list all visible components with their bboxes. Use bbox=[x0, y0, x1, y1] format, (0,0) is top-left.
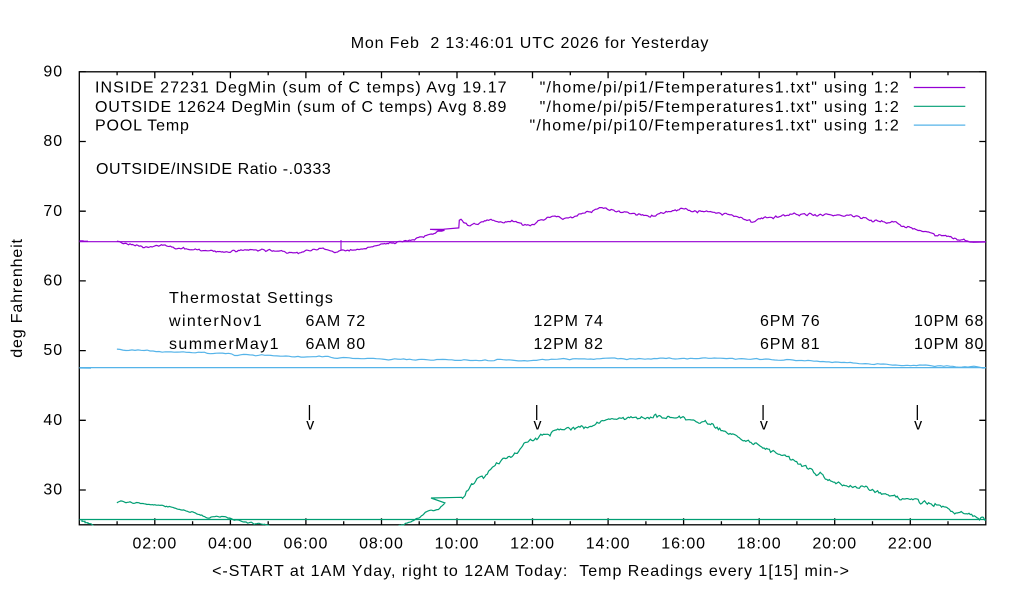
svg-text:|: | bbox=[915, 404, 919, 421]
svg-text:deg Fahrenheit: deg Fahrenheit bbox=[9, 238, 26, 358]
svg-text:Mon Feb 2 13:46:01 UTC 2026 f: Mon Feb 2 13:46:01 UTC 2026 for Yesterda… bbox=[351, 35, 710, 52]
svg-text:80: 80 bbox=[43, 133, 63, 150]
svg-text:"/home/pi/pi1/Ftemperatures1.t: "/home/pi/pi1/Ftemperatures1.txt" using … bbox=[540, 80, 900, 97]
svg-text:08:00: 08:00 bbox=[359, 536, 404, 553]
svg-text:18:00: 18:00 bbox=[737, 536, 782, 553]
svg-text:6AM 80: 6AM 80 bbox=[306, 336, 367, 353]
svg-text:|: | bbox=[761, 404, 765, 421]
svg-text:10PM 68: 10PM 68 bbox=[914, 313, 984, 330]
svg-text:v: v bbox=[760, 417, 768, 434]
svg-text:v: v bbox=[306, 417, 314, 434]
svg-text:<-START at 1AM Yday, right to: <-START at 1AM Yday, right to 12AM Today… bbox=[212, 563, 850, 580]
svg-text:"/home/pi/pi5/Ftemperatures1.t: "/home/pi/pi5/Ftemperatures1.txt" using … bbox=[540, 99, 900, 116]
svg-text:16:00: 16:00 bbox=[661, 536, 706, 553]
svg-text:60: 60 bbox=[43, 272, 63, 289]
svg-text:v: v bbox=[914, 417, 922, 434]
svg-text:6AM 72: 6AM 72 bbox=[306, 313, 367, 330]
svg-text:|: | bbox=[307, 404, 311, 421]
svg-text:14:00: 14:00 bbox=[586, 536, 631, 553]
svg-text:06:00: 06:00 bbox=[284, 536, 329, 553]
svg-text:40: 40 bbox=[43, 412, 63, 429]
svg-text:winterNov1: winterNov1 bbox=[168, 313, 263, 330]
svg-text:summerMay1: summerMay1 bbox=[169, 336, 280, 353]
svg-text:50: 50 bbox=[43, 342, 63, 359]
svg-text:10PM 80: 10PM 80 bbox=[914, 336, 984, 353]
svg-text:22:00: 22:00 bbox=[888, 536, 933, 553]
svg-text:02:00: 02:00 bbox=[132, 536, 177, 553]
svg-text:70: 70 bbox=[43, 203, 63, 220]
svg-text:20:00: 20:00 bbox=[812, 536, 857, 553]
svg-text:OUTSIDE 12624 DegMin (sum of C: OUTSIDE 12624 DegMin (sum of C temps) Av… bbox=[95, 99, 507, 116]
svg-text:04:00: 04:00 bbox=[208, 536, 253, 553]
svg-text:12PM 74: 12PM 74 bbox=[534, 313, 604, 330]
svg-text:v: v bbox=[534, 417, 542, 434]
svg-text:POOL Temp: POOL Temp bbox=[95, 118, 190, 135]
svg-text:6PM 76: 6PM 76 bbox=[760, 313, 821, 330]
svg-text:INSIDE 27231 DegMin (sum of C: INSIDE 27231 DegMin (sum of C temps) Avg… bbox=[95, 80, 508, 97]
svg-text:30: 30 bbox=[43, 482, 63, 499]
svg-text:|: | bbox=[535, 404, 539, 421]
svg-text:6PM 81: 6PM 81 bbox=[760, 336, 821, 353]
svg-text:12PM 82: 12PM 82 bbox=[534, 336, 604, 353]
svg-text:OUTSIDE/INSIDE Ratio -.0333: OUTSIDE/INSIDE Ratio -.0333 bbox=[96, 161, 331, 178]
svg-text:"/home/pi/pi10/Ftemperatures1.: "/home/pi/pi10/Ftemperatures1.txt" using… bbox=[529, 118, 900, 135]
svg-text:12:00: 12:00 bbox=[510, 536, 555, 553]
svg-text:10:00: 10:00 bbox=[435, 536, 480, 553]
svg-text:Thermostat Settings: Thermostat Settings bbox=[169, 290, 334, 307]
svg-text:90: 90 bbox=[43, 63, 63, 80]
